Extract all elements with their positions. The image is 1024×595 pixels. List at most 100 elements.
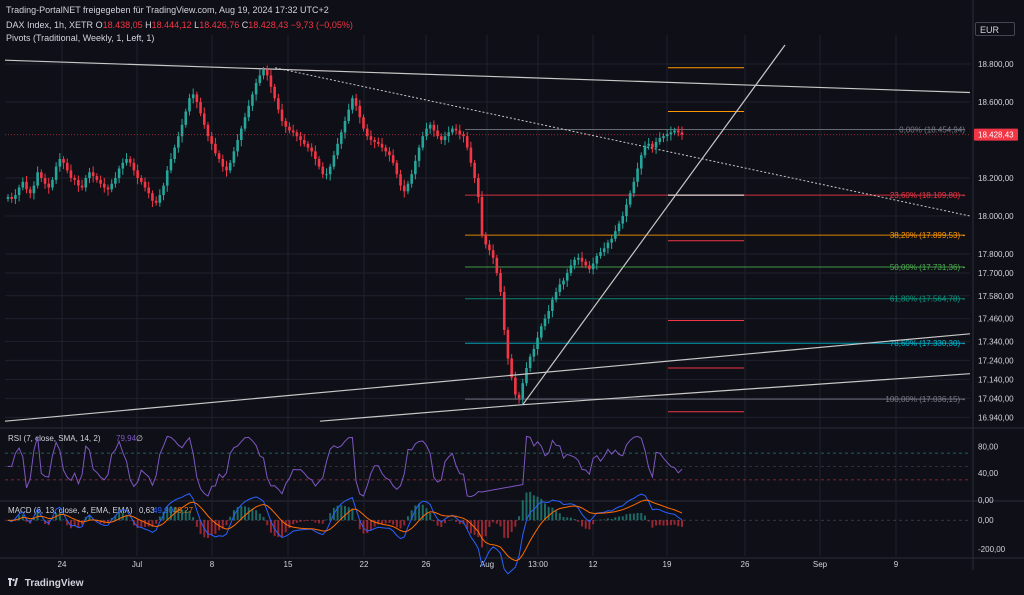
candle-body — [314, 151, 317, 159]
macd-histogram-bar — [229, 516, 232, 521]
macd-histogram-bar — [347, 507, 350, 521]
candle-body — [599, 252, 602, 256]
candle-body — [121, 162, 125, 169]
candle-body — [469, 147, 473, 163]
macd-histogram-bar — [536, 496, 539, 521]
y-tick-label: 17.140,00 — [978, 375, 1014, 384]
macd-histogram-bar — [344, 506, 346, 521]
x-tick-label: 26 — [741, 560, 750, 569]
macd-histogram-bar — [673, 520, 676, 525]
candle-body — [95, 176, 99, 180]
macd-histogram-bar — [155, 520, 158, 524]
ohlc-values: O18.438,05 H18.444,12 L18.426,76 C18.428… — [96, 20, 353, 30]
currency-selector[interactable]: EUR — [975, 22, 1015, 36]
candle-body — [462, 134, 465, 137]
macd-histogram-bar — [325, 519, 328, 521]
support-trendline-steep — [522, 44, 786, 406]
candle-body — [210, 136, 213, 144]
rsi-tick-label: 0,00 — [978, 496, 994, 505]
macd-histogram-bar — [299, 520, 302, 522]
macd-tick-label: 0,00 — [978, 516, 994, 525]
candle-body — [365, 128, 369, 137]
macd-histogram-bar — [666, 520, 669, 526]
macd-histogram-bar — [58, 512, 61, 521]
candle-body — [639, 155, 643, 169]
macd-tick-label: -200,00 — [978, 545, 1006, 554]
candle-body — [521, 383, 525, 399]
macd-histogram-bar — [466, 520, 469, 530]
macd-histogram-bar — [62, 519, 65, 521]
candle-body — [680, 132, 684, 135]
candle-body — [676, 130, 680, 133]
macd-histogram-bar — [25, 520, 28, 522]
candle-body — [17, 187, 21, 196]
macd-histogram-bar — [125, 514, 128, 521]
candle-body — [506, 330, 510, 359]
candle-body — [517, 394, 521, 399]
macd-histogram-bar — [192, 517, 195, 521]
macd-histogram-bar — [418, 503, 421, 521]
macd-histogram-bar — [32, 518, 35, 521]
macd-histogram-bar — [547, 506, 550, 521]
macd-histogram-bar — [251, 508, 254, 521]
candle-body — [184, 111, 188, 125]
macd-histogram-bar — [651, 520, 654, 528]
macd-histogram-bar — [295, 520, 298, 523]
ohlc-value: −9,73 (−0,05%) — [288, 20, 353, 30]
tradingview-logo-icon — [8, 578, 18, 586]
macd-histogram-bar — [577, 520, 580, 522]
macd-histogram-bar — [532, 495, 535, 521]
resistance-trendline — [4, 59, 971, 94]
macd-histogram-bar — [310, 520, 313, 521]
macd-histogram-bar — [477, 520, 480, 538]
candle-body — [410, 174, 413, 184]
macd-histogram-bar — [588, 520, 591, 530]
candle-body — [247, 105, 251, 118]
macd-histogram-bar — [336, 505, 339, 521]
candle-body — [362, 117, 365, 129]
dotted-trendline — [275, 67, 971, 217]
fib-level-label: 50,00% (17.731,36) - — [890, 263, 965, 272]
candle-body — [6, 197, 10, 199]
candle-body — [14, 195, 17, 199]
macd-histogram-bar — [621, 516, 624, 521]
candle-body — [228, 162, 232, 171]
ohlc-key: C — [239, 20, 249, 30]
candle-body — [369, 136, 373, 140]
candle-body — [547, 311, 550, 319]
candle-body — [558, 284, 562, 292]
candle-body — [162, 185, 165, 196]
macd-histogram-bar — [40, 519, 43, 521]
candle-body — [665, 134, 669, 137]
candle-body — [432, 124, 436, 131]
candle-body — [199, 102, 202, 114]
candle-body — [84, 178, 88, 188]
candle-body — [258, 75, 262, 83]
macd-histogram-bar — [51, 519, 54, 521]
candle-body — [562, 280, 565, 285]
candle-body — [458, 130, 462, 135]
macd-histogram-bar — [277, 520, 280, 538]
candle-body — [91, 172, 95, 177]
macd-histogram-bar — [340, 505, 343, 521]
x-tick-label: 12 — [589, 560, 598, 569]
macd-histogram-bar — [443, 520, 446, 524]
candle-body — [147, 187, 151, 194]
macd-histogram-bar — [632, 513, 635, 521]
candle-body — [62, 159, 65, 163]
candle-body — [377, 141, 380, 144]
candle-body — [654, 141, 658, 148]
candle-body — [217, 153, 221, 159]
candle-body — [254, 83, 258, 95]
candle-body — [673, 130, 676, 133]
macd-histogram-bar — [366, 520, 369, 534]
candle-body — [143, 181, 147, 188]
macd-histogram-bar — [555, 510, 558, 521]
candle-body — [399, 174, 402, 186]
candle-body — [436, 130, 439, 137]
macd-histogram-bar — [269, 520, 272, 533]
currency-label: EUR — [980, 25, 1000, 35]
macd-histogram-bar — [151, 520, 154, 527]
y-tick-label: 17.040,00 — [978, 394, 1014, 403]
macd-histogram-bar — [510, 520, 513, 532]
